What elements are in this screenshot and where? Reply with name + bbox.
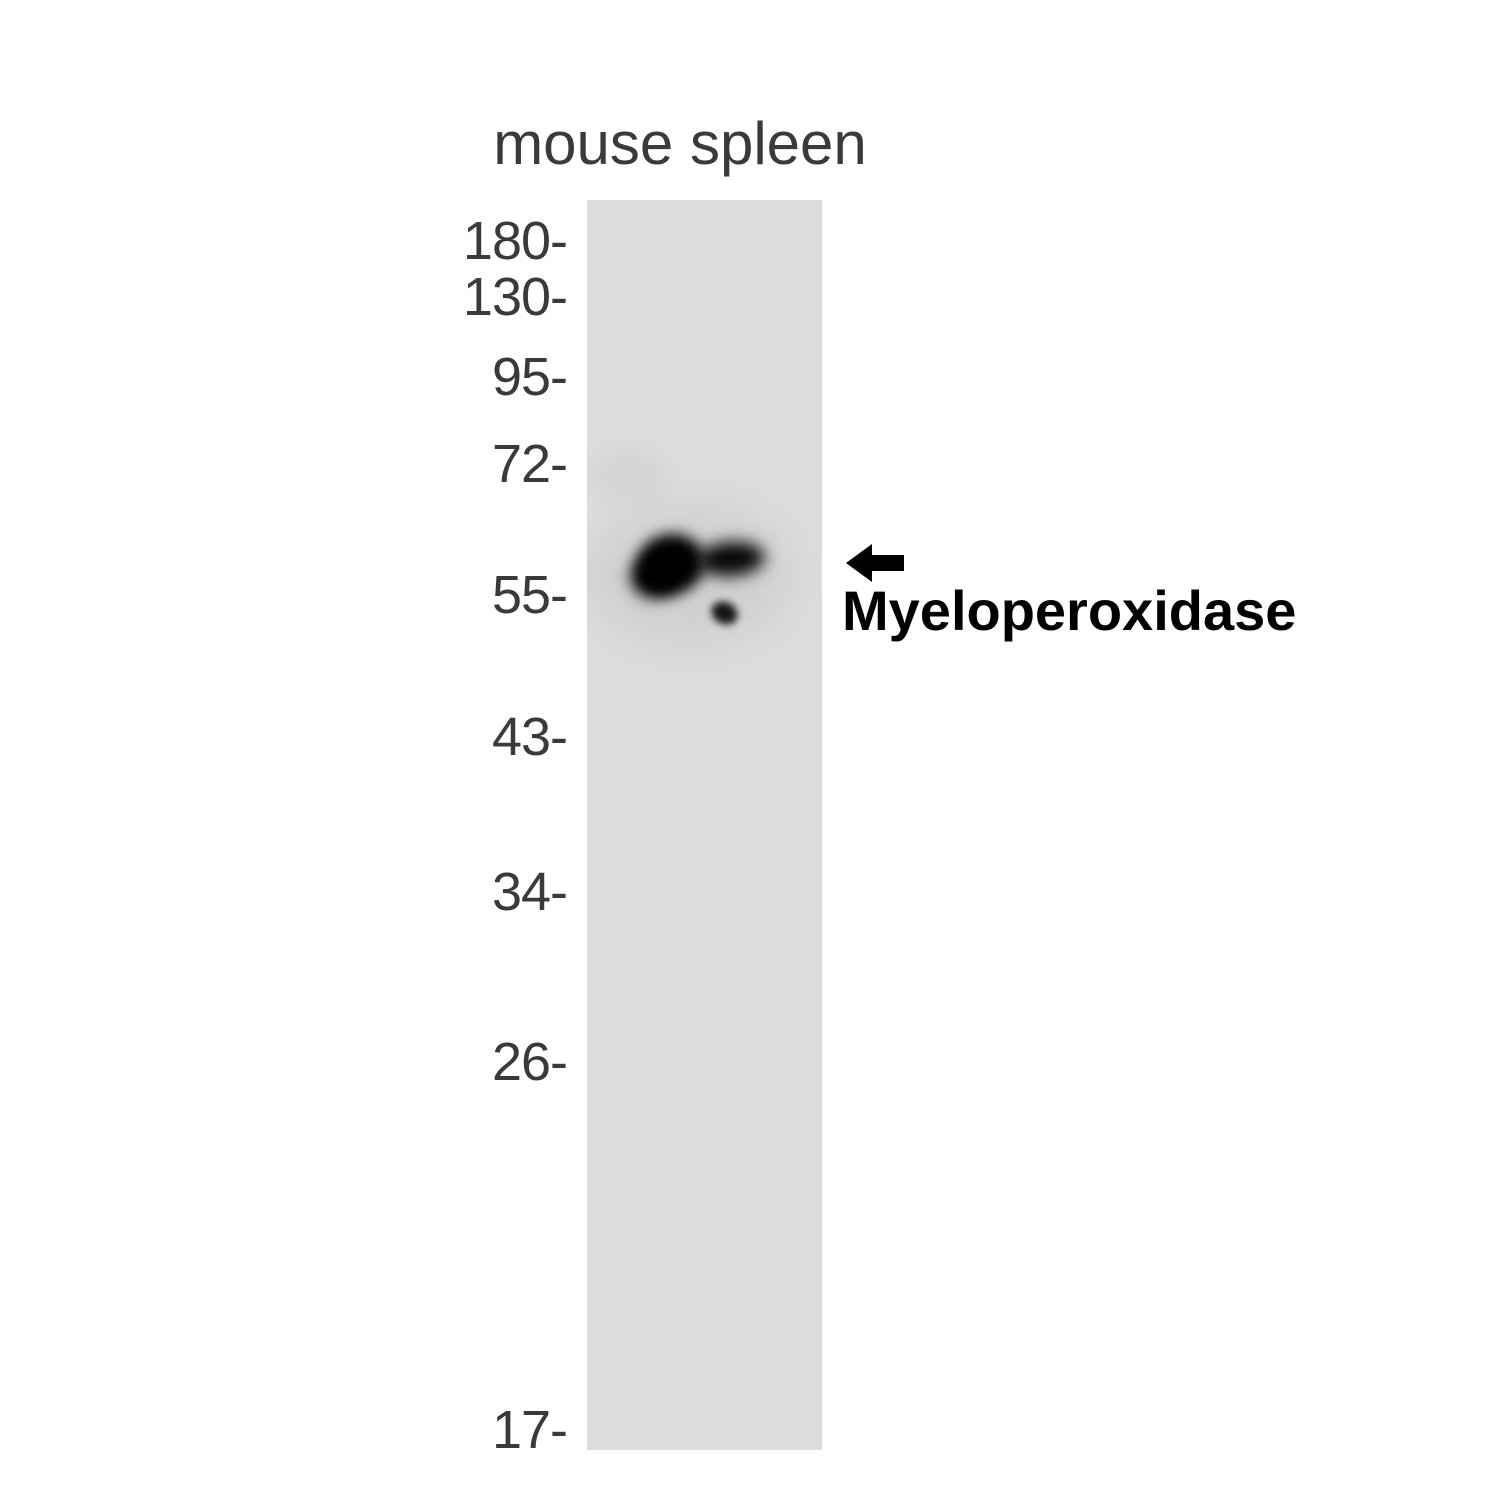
mw-marker-34: 34- [491, 862, 568, 922]
mw-marker-95: 95- [491, 347, 568, 407]
mw-marker-43: 43- [491, 707, 568, 767]
protein-annotation-label: Myeloperoxidase [842, 579, 1297, 642]
band-faint-smudge [591, 452, 666, 500]
mw-marker-72: 72- [491, 434, 568, 494]
mw-marker-26: 26- [491, 1032, 568, 1092]
mw-marker-55: 55- [491, 565, 568, 625]
sample-title: mouse spleen [493, 110, 867, 177]
mw-marker-17: 17- [491, 1400, 568, 1460]
blot-lane [587, 200, 822, 1450]
band-main-bulge [631, 556, 679, 598]
mw-marker-180: 180- [462, 211, 568, 271]
mw-marker-130: 130- [462, 267, 568, 327]
left-arrow-icon [846, 544, 904, 582]
